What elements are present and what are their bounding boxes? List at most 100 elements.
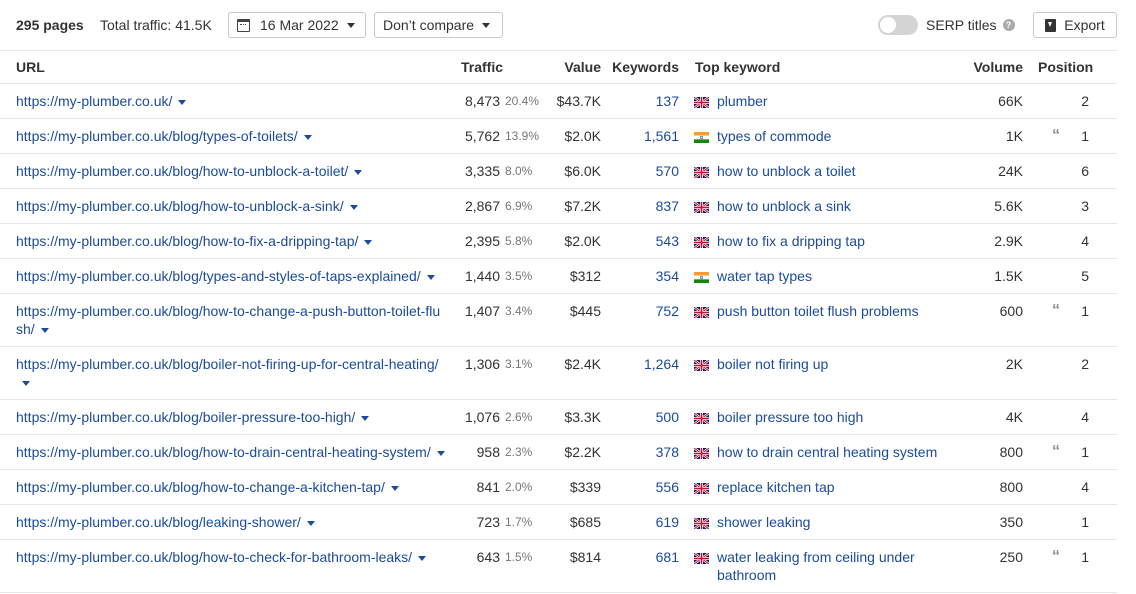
url-menu-chevron-icon[interactable] bbox=[22, 380, 30, 386]
top-keyword-link[interactable]: replace kitchen tap bbox=[717, 478, 967, 496]
top-keyword-link[interactable]: boiler pressure too high bbox=[717, 408, 967, 426]
serp-titles-toggle[interactable] bbox=[878, 15, 918, 35]
url-text[interactable]: https://my-plumber.co.uk/blog/how-to-cha… bbox=[16, 479, 385, 495]
url-link[interactable]: https://my-plumber.co.uk/blog/how-to-unb… bbox=[16, 197, 446, 215]
url-link[interactable]: https://my-plumber.co.uk/blog/how-to-fix… bbox=[16, 232, 446, 250]
keywords-count-link[interactable]: 543 bbox=[655, 233, 679, 249]
url-text[interactable]: https://my-plumber.co.uk/blog/boiler-pre… bbox=[16, 409, 356, 425]
keywords-count-link[interactable]: 570 bbox=[655, 163, 679, 179]
uk-flag-icon bbox=[693, 551, 710, 565]
url-text[interactable]: https://my-plumber.co.uk/blog/boiler-not… bbox=[16, 356, 439, 372]
keywords-count-link[interactable]: 619 bbox=[655, 514, 679, 530]
keywords-count-link[interactable]: 354 bbox=[655, 268, 679, 284]
keywords-count-link[interactable]: 378 bbox=[655, 444, 679, 460]
url-text[interactable]: https://my-plumber.co.uk/blog/how-to-cha… bbox=[16, 303, 441, 319]
url-link[interactable]: https://my-plumber.co.uk/blog/how-to-cha… bbox=[16, 302, 446, 338]
top-keyword-link[interactable]: push button toilet flush problems bbox=[717, 302, 967, 320]
top-keyword-link[interactable]: how to unblock a sink bbox=[717, 197, 967, 215]
top-keyword-text[interactable]: water leaking from ceiling under bbox=[717, 549, 915, 565]
column-top-keyword[interactable]: Top keyword bbox=[695, 59, 781, 75]
url-link[interactable]: https://my-plumber.co.uk/blog/how-to-unb… bbox=[16, 162, 446, 180]
url-link[interactable]: https://my-plumber.co.uk/blog/types-of-t… bbox=[16, 127, 446, 145]
url-menu-chevron-icon[interactable] bbox=[390, 485, 399, 491]
top-keyword-text[interactable]: water tap types bbox=[717, 268, 812, 284]
url-text[interactable]: https://my-plumber.co.uk/blog/leaking-sh… bbox=[16, 514, 301, 530]
top-keyword-link[interactable]: types of commode bbox=[717, 127, 967, 145]
url-link[interactable]: https://my-plumber.co.uk/blog/boiler-not… bbox=[16, 355, 446, 391]
url-text[interactable]: https://my-plumber.co.uk/blog/how-to-fix… bbox=[16, 233, 359, 249]
table-header: URL Traffic Value Keywords Top keyword V… bbox=[0, 50, 1117, 84]
url-menu-chevron-icon[interactable] bbox=[436, 450, 445, 456]
keywords-count-link[interactable]: 1,561 bbox=[643, 128, 679, 144]
top-keyword-link[interactable]: water leaking from ceiling under bathroom bbox=[717, 548, 967, 584]
compare-dropdown[interactable]: Don’t compare bbox=[374, 12, 503, 38]
keywords-count-link[interactable]: 556 bbox=[655, 479, 679, 495]
url-menu-chevron-icon[interactable] bbox=[418, 555, 427, 561]
top-keyword-link[interactable]: plumber bbox=[717, 92, 967, 110]
keywords-count-link[interactable]: 137 bbox=[655, 93, 679, 109]
top-keyword-text[interactable]: plumber bbox=[717, 93, 768, 109]
url-menu-chevron-icon[interactable] bbox=[306, 520, 315, 526]
top-keyword-link[interactable]: boiler not firing up bbox=[717, 355, 967, 373]
column-volume[interactable]: Volume bbox=[973, 59, 1023, 75]
column-keywords[interactable]: Keywords bbox=[612, 59, 679, 75]
url-text[interactable]: https://my-plumber.co.uk/blog/types-of-t… bbox=[16, 128, 298, 144]
help-icon[interactable]: ? bbox=[1002, 19, 1015, 31]
url-menu-chevron-icon[interactable] bbox=[364, 239, 373, 245]
url-text[interactable]: https://my-plumber.co.uk/blog/how-to-unb… bbox=[16, 163, 349, 179]
url-text[interactable]: https://my-plumber.co.uk/blog/how-to-dra… bbox=[16, 444, 431, 460]
keywords-count-link[interactable]: 837 bbox=[655, 198, 679, 214]
search-volume: 5.6K bbox=[994, 198, 1023, 214]
url-link[interactable]: https://my-plumber.co.uk/blog/how-to-che… bbox=[16, 548, 446, 566]
url-menu-chevron-icon[interactable] bbox=[178, 99, 187, 105]
url-link[interactable]: https://my-plumber.co.uk/blog/boiler-pre… bbox=[16, 408, 446, 426]
top-keyword-link[interactable]: water tap types bbox=[717, 267, 967, 285]
url-menu-chevron-icon[interactable] bbox=[426, 274, 435, 280]
url-menu-chevron-icon[interactable] bbox=[40, 327, 49, 333]
column-traffic[interactable]: Traffic bbox=[461, 59, 504, 75]
top-keyword-text[interactable]: boiler not firing up bbox=[717, 356, 829, 372]
url-link[interactable]: https://my-plumber.co.uk/blog/how-to-dra… bbox=[16, 443, 446, 461]
compare-label: Don’t compare bbox=[383, 17, 475, 33]
url-text[interactable]: https://my-plumber.co.uk/blog/how-to-unb… bbox=[16, 198, 344, 214]
url-text[interactable]: https://my-plumber.co.uk/blog/how-to-che… bbox=[16, 549, 413, 565]
url-link[interactable]: https://my-plumber.co.uk/blog/types-and-… bbox=[16, 267, 446, 285]
keywords-count-link[interactable]: 1,264 bbox=[643, 356, 679, 372]
date-picker-button[interactable]: 16 Mar 2022 bbox=[228, 12, 366, 38]
top-keyword-text[interactable]: how to unblock a sink bbox=[717, 198, 851, 214]
column-position[interactable]: Position bbox=[1038, 59, 1094, 75]
table-row: https://my-plumber.co.uk/blog/how-to-che… bbox=[0, 540, 1117, 593]
top-keyword-text[interactable]: types of commode bbox=[717, 128, 832, 144]
url-menu-chevron-icon[interactable] bbox=[354, 169, 363, 175]
column-value[interactable]: Value bbox=[564, 59, 601, 75]
keywords-count-link[interactable]: 681 bbox=[655, 549, 679, 565]
url-menu-chevron-icon[interactable] bbox=[361, 415, 370, 421]
url-link[interactable]: https://my-plumber.co.uk/ bbox=[16, 92, 446, 110]
top-keyword-link[interactable]: shower leaking bbox=[717, 513, 967, 531]
top-keyword-link[interactable]: how to drain central heating system bbox=[717, 443, 967, 461]
top-keyword-text[interactable]: push button toilet flush problems bbox=[717, 303, 919, 319]
url-menu-chevron-icon[interactable] bbox=[349, 204, 358, 210]
keywords-count-link[interactable]: 752 bbox=[655, 303, 679, 319]
top-keyword-text[interactable]: replace kitchen tap bbox=[717, 479, 835, 495]
keywords-count-link[interactable]: 500 bbox=[655, 409, 679, 425]
top-keyword-text[interactable]: how to drain central heating system bbox=[717, 444, 938, 460]
column-url[interactable]: URL bbox=[16, 59, 45, 75]
traffic-value-usd: $7.2K bbox=[564, 198, 601, 214]
url-link[interactable]: https://my-plumber.co.uk/blog/how-to-cha… bbox=[16, 478, 446, 496]
url-link[interactable]: https://my-plumber.co.uk/blog/leaking-sh… bbox=[16, 513, 446, 531]
url-text-continued[interactable]: sh/ bbox=[16, 321, 35, 337]
top-keyword-text[interactable]: how to fix a dripping tap bbox=[717, 233, 865, 249]
url-text[interactable]: https://my-plumber.co.uk/ bbox=[16, 93, 173, 109]
traffic-value-usd: $339 bbox=[569, 479, 601, 495]
export-button[interactable]: Export bbox=[1033, 12, 1117, 38]
top-keyword-text[interactable]: shower leaking bbox=[717, 514, 811, 530]
top-keyword-text[interactable]: boiler pressure too high bbox=[717, 409, 864, 425]
top-keyword-text[interactable]: how to unblock a toilet bbox=[717, 163, 856, 179]
top-keyword-link[interactable]: how to fix a dripping tap bbox=[717, 232, 967, 250]
top-keyword-text-continued[interactable]: bathroom bbox=[717, 567, 777, 583]
table-row: https://my-plumber.co.uk/blog/how-to-cha… bbox=[0, 470, 1117, 505]
top-keyword-link[interactable]: how to unblock a toilet bbox=[717, 162, 967, 180]
url-menu-chevron-icon[interactable] bbox=[303, 134, 312, 140]
url-text[interactable]: https://my-plumber.co.uk/blog/types-and-… bbox=[16, 268, 421, 284]
